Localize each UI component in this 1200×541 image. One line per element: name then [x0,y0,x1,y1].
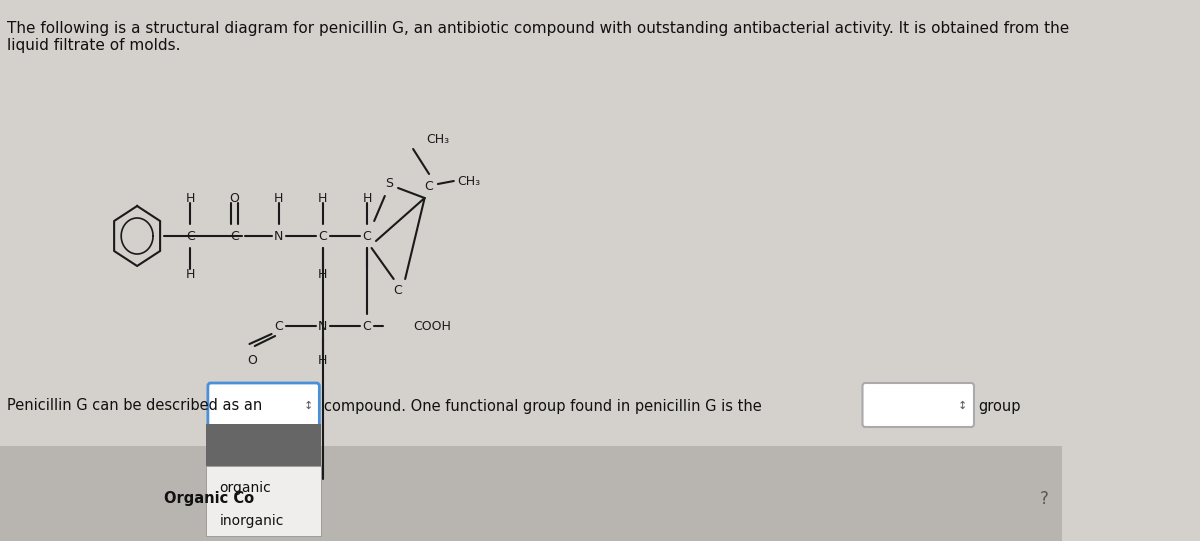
Text: H: H [318,192,328,204]
Text: H: H [362,192,372,204]
Text: C: C [425,180,433,193]
Text: Organic Co: Organic Co [163,492,253,506]
Text: C: C [275,320,283,333]
Text: O: O [247,354,257,367]
Text: S: S [385,176,394,189]
Text: N: N [274,229,283,242]
Text: C: C [362,320,372,333]
Text: H: H [186,192,194,204]
FancyBboxPatch shape [206,466,322,536]
Text: ↕: ↕ [958,401,967,411]
FancyBboxPatch shape [863,383,974,427]
Text: compound. One functional group found in penicillin G is the: compound. One functional group found in … [324,399,762,413]
FancyBboxPatch shape [208,383,319,427]
Text: COOH: COOH [413,320,451,333]
Text: H: H [186,267,194,280]
Text: H: H [274,192,283,204]
Text: The following is a structural diagram for penicillin G, an antibiotic compound w: The following is a structural diagram fo… [7,21,1069,54]
Text: Penicillin G can be described as an: Penicillin G can be described as an [7,399,263,413]
FancyBboxPatch shape [0,446,1062,541]
FancyBboxPatch shape [206,424,322,466]
Text: C: C [394,285,402,298]
Text: N: N [318,320,328,333]
Text: C: C [230,229,239,242]
Text: ↕: ↕ [304,401,313,411]
Text: H: H [318,354,328,367]
Text: C: C [362,229,372,242]
Text: H: H [318,267,328,280]
Text: ?: ? [1039,490,1049,508]
Text: O: O [229,192,239,204]
Text: inorganic: inorganic [220,514,283,528]
Text: C: C [318,229,328,242]
Text: C: C [186,229,194,242]
Text: CH₃: CH₃ [426,133,450,146]
Text: organic: organic [220,481,271,495]
Text: CH₃: CH₃ [457,175,480,188]
Text: group: group [978,399,1021,413]
